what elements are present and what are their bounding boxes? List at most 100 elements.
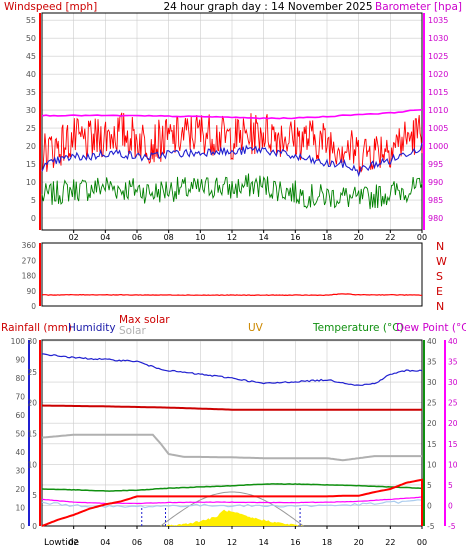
temperature-tick-label: 25 (427, 399, 437, 408)
graph-title: 24 hour graph day : 14 November 2025 (163, 1, 372, 13)
barometer-axis-title: Barometer [hpa] (375, 1, 462, 13)
barometer-tick-label: 1015 (428, 88, 448, 97)
humidity-tick-label: 60 (15, 411, 25, 420)
compass-label: N (436, 300, 444, 313)
direction-tick-label: 90 (26, 287, 36, 296)
compass-label: S (436, 270, 443, 283)
barometer-tick-label: 985 (428, 196, 443, 205)
dew-point-label: Dew Point (°C) (396, 322, 466, 334)
humidity-tick-label: 70 (15, 393, 25, 402)
barometer-tick-label: 1000 (428, 142, 448, 151)
direction-line (41, 293, 422, 297)
compass-label: E (436, 285, 443, 298)
climate-x-axis: 02 04 06 08 10 12 14 16 18 20 22 00 (69, 526, 427, 547)
dew-tick-label: 5 (448, 481, 453, 490)
barometer-tick-label: 1005 (428, 124, 448, 133)
climate-axes: 0102030405060708090100051015202530-50510… (11, 337, 458, 531)
direction-panel-frame (41, 242, 423, 307)
x-tick-label: 14 (259, 538, 269, 547)
rain-tick-label: 20 (27, 399, 37, 408)
dew-band-line (41, 499, 423, 509)
barometer-tick-label: 990 (428, 178, 443, 187)
direction-tick-label: 360 (22, 241, 37, 250)
solar-arch (160, 491, 304, 527)
dew-tick-label: 40 (448, 337, 458, 346)
dew-tick-label: 15 (448, 440, 458, 449)
temperature-tick-label: 35 (427, 358, 437, 367)
x-tick-label: 14 (259, 233, 269, 242)
barometer-tick-label: 1030 (428, 34, 448, 43)
dew-tick-label: -5 (448, 522, 456, 531)
wind-tick-label: 0 (31, 214, 36, 223)
dew-tick-label: 0 (448, 501, 453, 510)
wind-y-axis: 0 5 10 15 20 25 30 35 40 45 50 55 (26, 13, 41, 230)
direction-tick-label: 180 (22, 272, 37, 281)
humidity-tick-label: 30 (15, 467, 25, 476)
x-tick-label: 22 (385, 233, 395, 242)
humidity-tick-label: 20 (15, 485, 25, 494)
temperature-tick-label: 0 (427, 501, 432, 510)
wind-tick-label: 40 (26, 70, 36, 79)
wind-tick-label: 15 (26, 160, 36, 169)
x-tick-label: 22 (385, 538, 395, 547)
humidity-tick-label: 80 (15, 374, 25, 383)
dew-tick-label: 20 (448, 419, 458, 428)
wind-tick-label: 5 (31, 196, 36, 205)
wind-grid (42, 13, 422, 230)
wind-tick-label: 20 (26, 142, 36, 151)
wind-tick-label: 30 (26, 106, 36, 115)
rain-tick-label: 15 (27, 430, 37, 439)
temperature-label: Temperature (°C) (312, 322, 404, 334)
direction-series (41, 293, 422, 297)
lowtide-label: Lowtide (44, 538, 79, 548)
x-tick-label: 04 (100, 233, 110, 242)
compass-label: N (436, 240, 444, 253)
rain-tick-label: 25 (27, 368, 37, 377)
wind-tick-label: 10 (26, 178, 36, 187)
temperature-tick-label: 15 (427, 440, 437, 449)
windspeed-axis-title: Windspeed [mph] (4, 1, 97, 13)
x-tick-label: 12 (227, 538, 237, 547)
temperature-tick-label: -5 (427, 522, 435, 531)
x-tick-label: 20 (354, 538, 364, 547)
rain-tick-label: 30 (27, 337, 37, 346)
x-tick-label: 08 (164, 233, 174, 242)
climate-panel: 0102030405060708090100051015202530-50510… (11, 337, 458, 547)
maxsolar-line (41, 404, 422, 411)
barometer-line (41, 109, 423, 120)
direction-y-axis: 0 90 180 270 360 (22, 241, 41, 311)
compass-label: W (436, 255, 447, 268)
x-tick-label: 04 (100, 538, 110, 547)
x-tick-label: 18 (322, 538, 332, 547)
x-tick-label: 02 (69, 538, 79, 547)
wind_low-line (41, 173, 423, 210)
x-tick-label: 16 (290, 233, 300, 242)
rain-tick-label: 0 (32, 522, 37, 531)
rain-tick-label: 10 (27, 460, 37, 469)
humidity-tick-label: 50 (15, 430, 25, 439)
direction-tick-label: 0 (31, 302, 36, 311)
x-tick-label: 06 (132, 233, 142, 242)
temperature-tick-label: 30 (427, 378, 437, 387)
wind_avg-line (41, 142, 423, 178)
wind-tick-label: 50 (26, 34, 36, 43)
solar-label: Solar (119, 325, 146, 337)
dew-tick-label: 10 (448, 460, 458, 469)
wind-x-axis: 02 04 06 08 10 12 14 16 18 20 22 00 (69, 230, 427, 242)
max-solar-label: Max solar (119, 314, 170, 326)
temp-line (41, 483, 423, 492)
humidity-tick-label: 90 (15, 356, 25, 365)
rain-line (41, 478, 423, 527)
hum-line (41, 353, 423, 386)
humidity-tick-label: 100 (11, 337, 26, 346)
wind-tick-label: 45 (26, 52, 36, 61)
direction-tick-label: 270 (22, 256, 37, 265)
rainfall-label: Rainfall (mm) (1, 322, 72, 334)
barometer-tick-label: 1025 (428, 52, 448, 61)
rain-tick-label: 5 (32, 491, 37, 500)
wind-series (41, 109, 423, 210)
uv-label: UV (248, 322, 264, 334)
